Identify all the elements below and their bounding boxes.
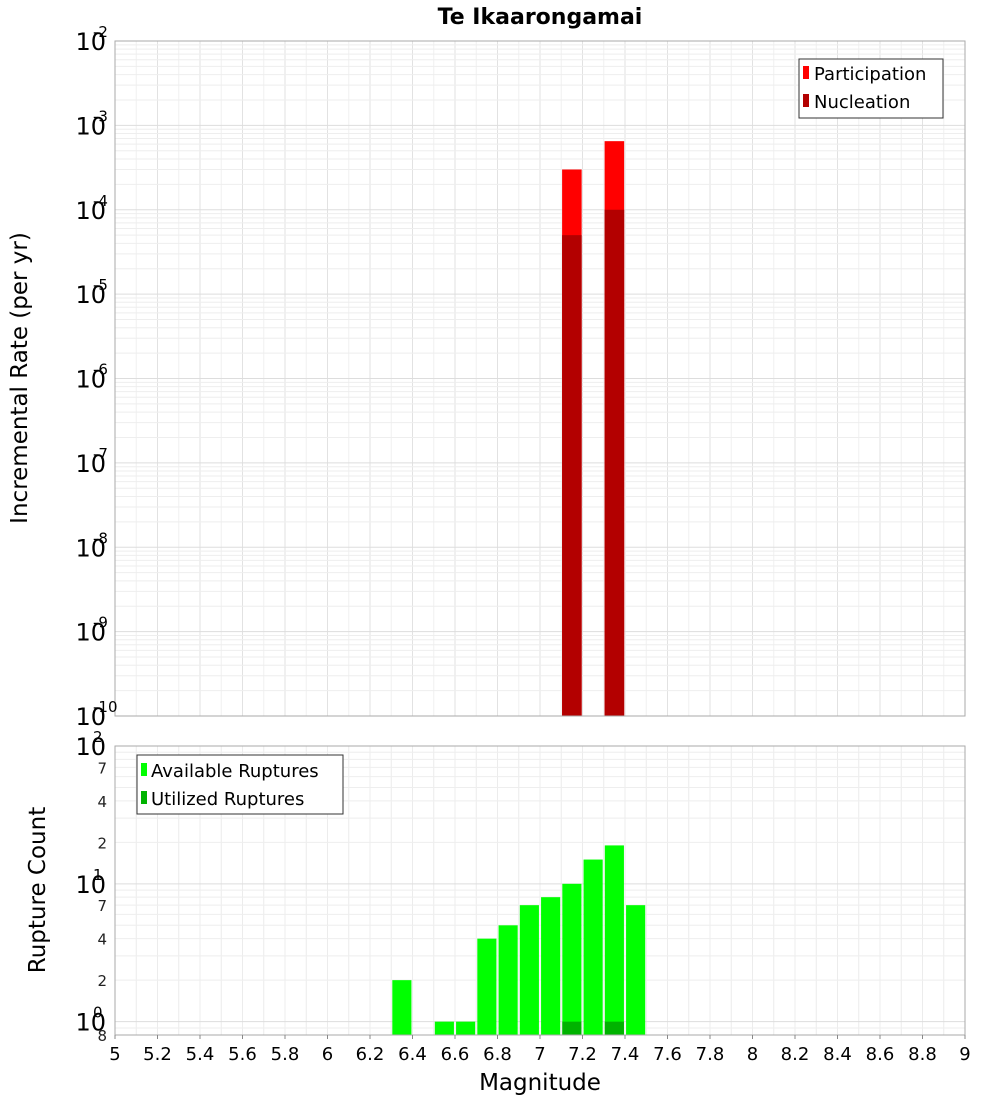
top-plot-grid	[114, 41, 966, 717]
top-plot-bars	[562, 141, 625, 717]
x-tick-label: 9	[959, 1044, 970, 1065]
bottom-plot-bars	[392, 845, 646, 1035]
bottom-y-tick-label: 10	[75, 1009, 106, 1037]
top-plot-legend: Participation Nucleation	[798, 58, 944, 119]
top-y-tick-exponent: -4	[93, 192, 108, 210]
top-legend-label: Nucleation	[814, 92, 910, 113]
bottom-bar-available-ruptures	[562, 883, 582, 1035]
bottom-bar-available-ruptures	[626, 905, 646, 1035]
top-y-tick-exponent: -9	[93, 614, 108, 632]
bottom-legend-label: Available Ruptures	[151, 761, 319, 782]
bottom-y-tick-exponent: 0	[93, 1004, 103, 1022]
bottom-y-minor-tick-label: 8	[97, 1027, 107, 1045]
x-tick-label: 7.2	[568, 1044, 597, 1065]
x-tick-label: 8	[747, 1044, 758, 1065]
top-y-tick-label: 10	[75, 28, 106, 56]
top-y-tick-exponent: -10	[93, 698, 118, 716]
bottom-bar-available-ruptures	[541, 897, 561, 1035]
x-tick-label: 6.4	[398, 1044, 427, 1065]
x-tick-label: 6.8	[483, 1044, 512, 1065]
bottom-plot-x-ticks: 5 5.2 5.4 5.6 5.8 6 6.2 6.4 6.6 6.8 7 7.2 7.4 7.6 7.8 8…	[109, 1035, 971, 1065]
bottom-y-tick-exponent: 1	[93, 866, 103, 884]
bottom-plot-legend: Available Ruptures Utilized Ruptures	[136, 754, 344, 815]
top-legend-box	[798, 58, 944, 119]
bottom-bar-utilized-ruptures	[562, 1021, 582, 1035]
x-tick-label: 5.6	[228, 1044, 257, 1065]
x-tick-label: 7.4	[611, 1044, 640, 1065]
top-bar-nucleation	[562, 235, 582, 716]
chart-title: Te Ikaarongamai	[438, 5, 643, 30]
top-plot-frame	[114, 40, 966, 717]
top-y-tick-exponent: -3	[93, 107, 108, 125]
x-tick-label: 5	[109, 1044, 120, 1065]
x-tick-label: 7.6	[653, 1044, 682, 1065]
x-tick-label: 5.4	[186, 1044, 215, 1065]
bottom-bar-available-ruptures	[456, 1021, 476, 1035]
top-y-tick-exponent: -7	[93, 445, 108, 463]
bottom-legend-box	[136, 754, 344, 815]
bottom-bar-available-ruptures	[392, 980, 412, 1035]
x-tick-label: 8.2	[781, 1044, 810, 1065]
x-tick-label: 6.2	[356, 1044, 385, 1065]
x-tick-label: 8.6	[866, 1044, 895, 1065]
top-legend-label: Participation	[814, 64, 926, 85]
top-y-tick-exponent: -6	[93, 361, 108, 379]
top-bar-nucleation	[604, 209, 625, 716]
bottom-bar-available-ruptures	[477, 938, 497, 1035]
x-tick-label: 6	[322, 1044, 333, 1065]
top-legend-swatch	[803, 94, 809, 107]
bottom-y-tick-label: 10	[75, 733, 106, 761]
x-tick-label: 5.2	[143, 1044, 172, 1065]
bottom-legend-label: Utilized Ruptures	[151, 789, 304, 810]
bottom-bar-available-ruptures	[519, 905, 539, 1035]
top-y-tick-label: 10	[75, 534, 106, 562]
bottom-y-minor-tick-label: 2	[97, 972, 107, 990]
top-y-axis-label: Incremental Rate (per yr)	[7, 232, 33, 524]
bottom-y-tick-label: 10	[75, 871, 106, 899]
bottom-bar-available-ruptures	[583, 859, 603, 1035]
x-tick-label: 8.8	[908, 1044, 937, 1065]
bottom-y-tick-exponent: 2	[93, 728, 103, 746]
top-y-tick-exponent: -5	[93, 276, 108, 294]
x-tick-label: 5.8	[271, 1044, 300, 1065]
top-y-tick-label: 10	[75, 112, 106, 140]
x-tick-label: 6.6	[441, 1044, 470, 1065]
bottom-legend-swatch	[141, 763, 147, 776]
bottom-y-minor-tick-label: 4	[97, 931, 107, 949]
bottom-bar-utilized-ruptures	[604, 1021, 624, 1035]
top-y-tick-label: 10	[75, 197, 106, 225]
bottom-bar-available-ruptures	[434, 1021, 454, 1035]
top-y-tick-label: 10	[75, 450, 106, 478]
top-y-tick-label: 10	[75, 366, 106, 394]
bottom-bar-available-ruptures	[604, 845, 624, 1035]
top-y-tick-label: 10	[75, 281, 106, 309]
bottom-y-minor-tick-label: 2	[97, 834, 107, 852]
bottom-y-minor-tick-label: 7	[97, 897, 107, 915]
bottom-bar-available-ruptures	[498, 925, 518, 1035]
bottom-legend-swatch	[141, 791, 147, 804]
bottom-y-minor-tick-label: 7	[97, 759, 107, 777]
x-axis-label: Magnitude	[479, 1070, 601, 1096]
x-tick-label: 7.8	[696, 1044, 725, 1065]
top-y-tick-exponent: -8	[93, 529, 108, 547]
top-y-tick-label: 10	[75, 703, 106, 731]
top-y-tick-exponent: -2	[93, 23, 108, 41]
top-legend-swatch	[803, 66, 809, 79]
bottom-y-axis-label: Rupture Count	[25, 807, 51, 973]
top-y-tick-label: 10	[75, 619, 106, 647]
bottom-y-minor-tick-label: 4	[97, 793, 107, 811]
x-tick-label: 7	[534, 1044, 545, 1065]
x-tick-label: 8.4	[823, 1044, 852, 1065]
